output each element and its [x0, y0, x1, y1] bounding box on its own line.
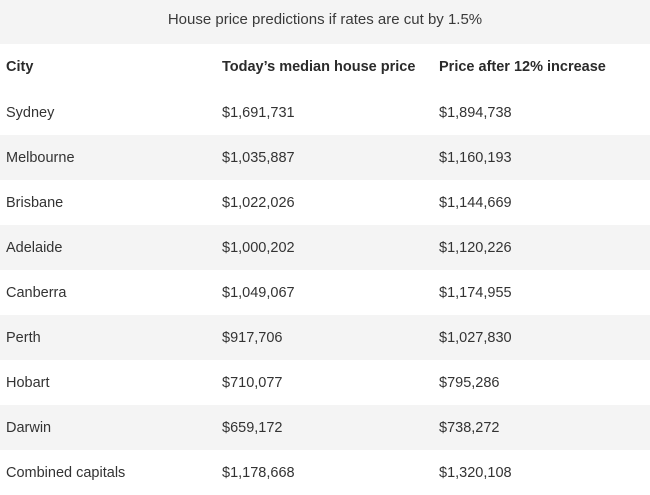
table-row: Darwin $659,172 $738,272	[0, 405, 650, 450]
increased-price-cell: $738,272	[439, 419, 500, 436]
median-price-cell: $1,035,887	[222, 149, 295, 166]
city-cell: Perth	[6, 329, 41, 346]
table-row: Melbourne $1,035,887 $1,160,193	[0, 135, 650, 180]
median-price-cell: $917,706	[222, 329, 283, 346]
median-price-cell: $1,022,026	[222, 194, 295, 211]
header-median-price: Today’s median house price	[222, 59, 416, 75]
table-header-row: City Today’s median house price Price af…	[0, 44, 650, 90]
city-cell: Sydney	[6, 104, 55, 121]
city-cell: Darwin	[6, 419, 52, 436]
table-row: Canberra $1,049,067 $1,174,955	[0, 270, 650, 315]
increased-price-cell: $1,027,830	[439, 329, 512, 346]
city-cell: Hobart	[6, 374, 50, 391]
median-price-cell: $1,691,731	[222, 104, 295, 121]
city-cell: Adelaide	[6, 239, 63, 256]
median-price-cell: $1,049,067	[222, 284, 295, 301]
header-price-after-increase: Price after 12% increase	[439, 59, 606, 75]
table-row: Combined capitals $1,178,668 $1,320,108	[0, 450, 650, 495]
house-price-table: City Today’s median house price Price af…	[0, 44, 650, 495]
increased-price-cell: $795,286	[439, 374, 500, 391]
table-row: Adelaide $1,000,202 $1,120,226	[0, 225, 650, 270]
table-row: Hobart $710,077 $795,286	[0, 360, 650, 405]
increased-price-cell: $1,160,193	[439, 149, 512, 166]
median-price-cell: $659,172	[222, 419, 283, 436]
median-price-cell: $1,178,668	[222, 464, 295, 481]
median-price-cell: $710,077	[222, 374, 283, 391]
table-caption: House price predictions if rates are cut…	[0, 0, 650, 44]
median-price-cell: $1,000,202	[222, 239, 295, 256]
city-cell: Canberra	[6, 284, 67, 301]
city-cell: Combined capitals	[6, 464, 126, 481]
city-cell: Melbourne	[6, 149, 75, 166]
table-row: Brisbane $1,022,026 $1,144,669	[0, 180, 650, 225]
increased-price-cell: $1,144,669	[439, 194, 512, 211]
table-row: Sydney $1,691,731 $1,894,738	[0, 90, 650, 135]
increased-price-cell: $1,174,955	[439, 284, 512, 301]
city-cell: Brisbane	[6, 194, 64, 211]
increased-price-cell: $1,120,226	[439, 239, 512, 256]
header-city: City	[6, 59, 34, 75]
table-row: Perth $917,706 $1,027,830	[0, 315, 650, 360]
increased-price-cell: $1,894,738	[439, 104, 512, 121]
increased-price-cell: $1,320,108	[439, 464, 512, 481]
